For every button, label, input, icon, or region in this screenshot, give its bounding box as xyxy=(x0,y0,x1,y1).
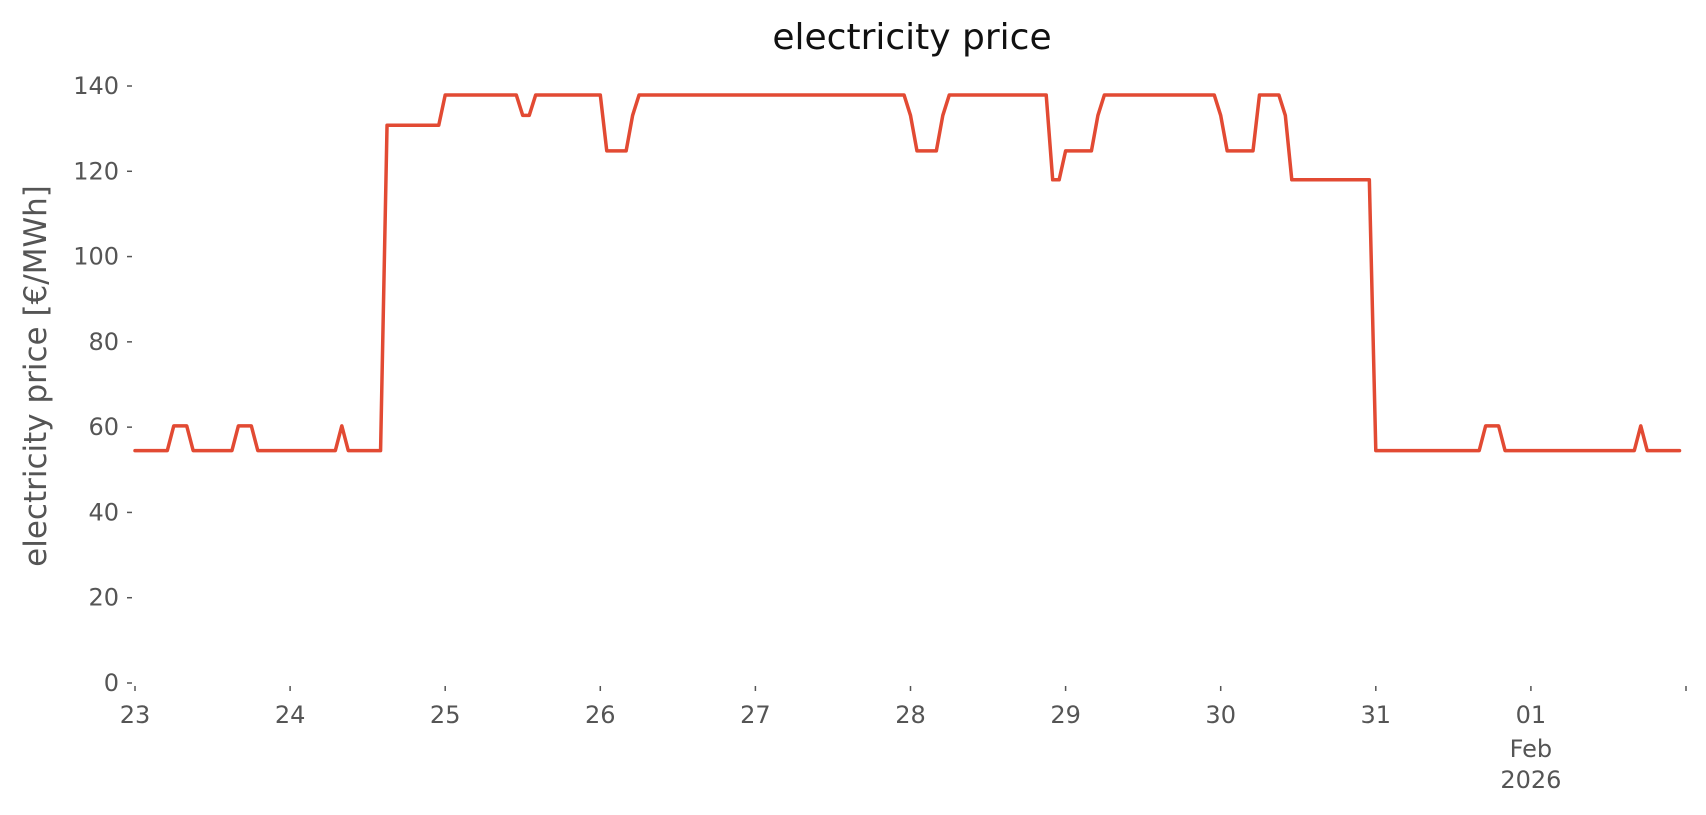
x-tick-label: 23 xyxy=(120,701,151,729)
y-tick-label: 0 xyxy=(104,669,119,697)
x-tick-label: 26 xyxy=(585,701,616,729)
y-tick-label: 140 xyxy=(73,72,119,100)
y-tick-label: 40 xyxy=(88,498,119,526)
x-tick-label: 27 xyxy=(740,701,771,729)
x-tick-sublabel: Feb xyxy=(1510,735,1553,763)
x-tick-label: 24 xyxy=(275,701,306,729)
x-tick-label: 30 xyxy=(1205,701,1236,729)
x-tick-label: 29 xyxy=(1050,701,1081,729)
y-axis: 0 20 40 60 80 100 120 140 xyxy=(73,72,132,697)
y-axis-label: electricity price [€/MWh] xyxy=(18,185,54,567)
x-tick-sublabel: 2026 xyxy=(1500,766,1561,794)
plot-area xyxy=(133,93,1682,453)
y-tick-label: 80 xyxy=(88,328,119,356)
price-series-line xyxy=(133,93,1682,453)
y-tick-label: 20 xyxy=(88,584,119,612)
x-tick-label: 01 xyxy=(1516,701,1547,729)
chart-title: electricity price xyxy=(772,17,1051,58)
x-tick-label: 31 xyxy=(1361,701,1392,729)
y-tick-label: 100 xyxy=(73,243,119,271)
x-tick-label: 25 xyxy=(430,701,461,729)
x-tick-label: 28 xyxy=(895,701,926,729)
y-tick-label: 120 xyxy=(73,157,119,185)
y-tick-label: 60 xyxy=(88,413,119,441)
x-axis: 23 24 25 26 27 28 29 30 31 01 Feb 2026 xyxy=(120,686,1687,794)
